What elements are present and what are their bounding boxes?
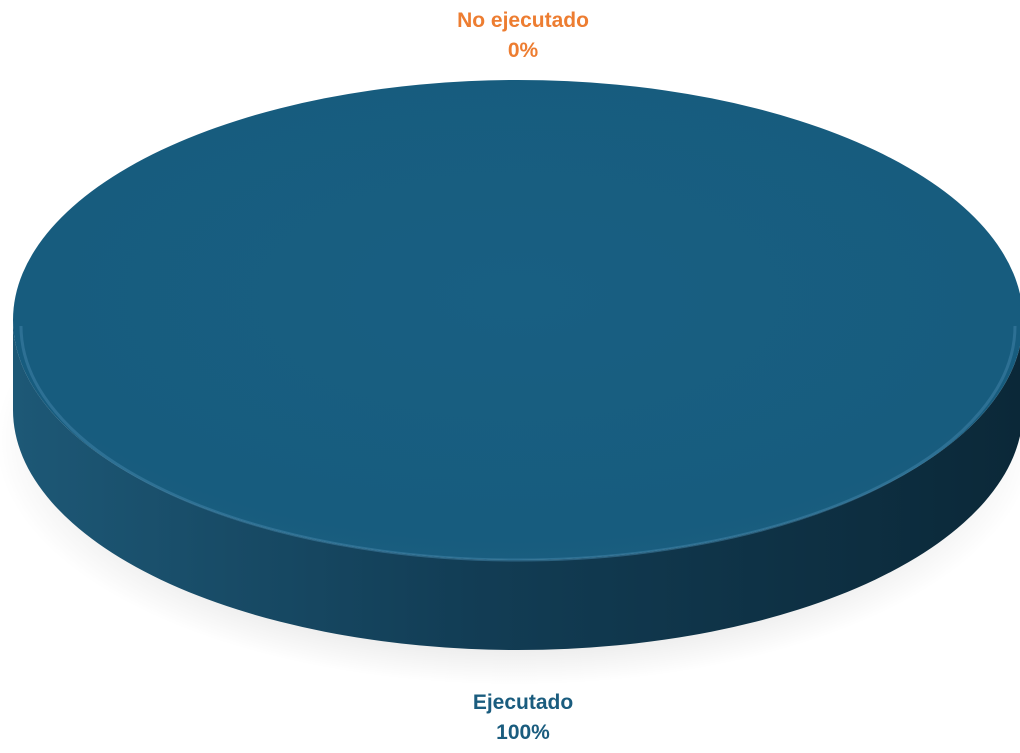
slice-label-name: Ejecutado: [472, 691, 574, 714]
slice-label-ejecutado: Ejecutado 100%: [393, 688, 653, 748]
pie-slice-ejecutado-side: [13, 320, 1020, 650]
slice-label-value: 0%: [507, 39, 539, 62]
slice-label-value: 100%: [496, 721, 550, 744]
slice-label-no-ejecutado: No ejecutado 0%: [393, 6, 653, 66]
pie-slice-ejecutado-rim-highlight: [19, 325, 1017, 562]
pie-slice-ejecutado: [13, 80, 1020, 560]
slice-label-name: No ejecutado: [457, 9, 589, 32]
